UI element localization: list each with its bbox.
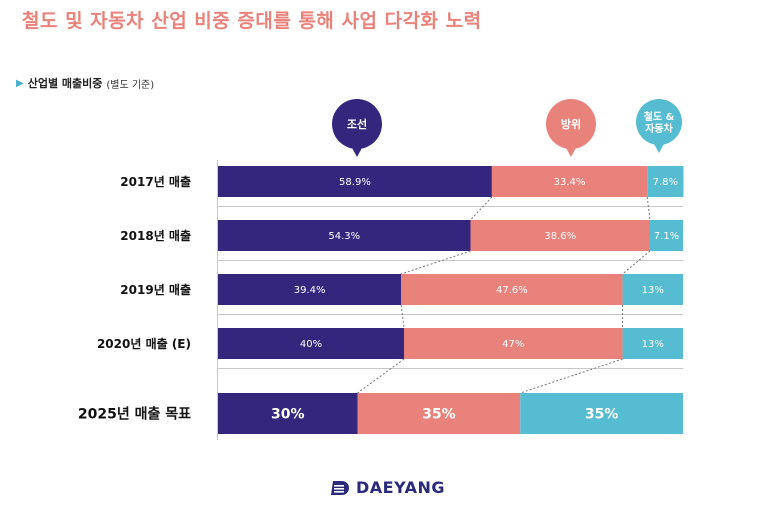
logo-text: DAEYANG [356,478,446,497]
data-label: 13% [642,339,664,350]
connector-line [400,304,405,329]
bar-segment [647,166,684,197]
category-label: 2018년 매출 [120,228,191,243]
data-label: 58.9% [339,177,371,188]
data-label: 47% [502,339,524,350]
data-label: 13% [642,285,664,296]
legend-label: 방위 [561,117,581,131]
page-title: 철도 및 자동차 산업 비중 증대를 통해 사업 다각화 노력 [22,10,482,32]
daeyang-logo: DAEYANG [330,478,445,497]
bar-segment [520,393,683,434]
connector-line [646,196,651,221]
bar-segment [357,393,521,434]
bar-segment [649,220,683,251]
data-label: 7.8% [653,177,678,188]
connector-line [357,358,405,394]
daeyang-logo-icon [331,480,349,495]
bar-segment [218,328,404,359]
bar-segment [404,328,623,359]
legend-bubble [636,99,682,145]
data-label: 38.6% [544,231,576,242]
bar-segment [491,166,648,197]
bar-segment [218,220,471,251]
legend-bubble-pointer [653,142,665,153]
bar-segment [218,393,358,434]
data-label: 47.6% [496,285,528,296]
category-label: 2017년 매출 [120,174,191,189]
data-label: 7.1% [654,231,679,242]
data-label: 54.3% [328,231,360,242]
connector-line [401,250,471,275]
connector-line [470,196,493,221]
legend-bubble [332,99,382,149]
subtitle-note: (별도 기준) [106,79,155,91]
data-label: 35% [585,407,619,423]
legend-label: 철도 & [644,110,675,123]
subtitle-label: 산업별 매출비중 [27,77,103,90]
bar-segment [218,274,402,305]
legend-bubble-pointer [565,146,577,157]
category-label: 2019년 매출 [120,282,191,297]
bar-segment [218,166,492,197]
data-label: 40% [300,339,322,350]
connector-line [622,250,651,275]
legend-bubble [546,99,596,149]
legend-bubble-pointer [351,146,363,157]
connector-line [520,358,623,394]
category-label: 2025년 매출 목표 [78,406,191,423]
bar-segment [622,328,683,359]
legend-label: 조선 [347,117,367,131]
bar-segment [622,274,683,305]
data-label: 39.4% [294,285,326,296]
chart-subtitle: ▶ 산업별 매출비중 (별도 기준) [16,75,154,91]
bar-segment [470,220,650,251]
triangle-bullet-icon: ▶ [16,77,24,89]
data-label: 35% [422,407,456,423]
bar-segment [401,274,623,305]
data-label: 33.4% [554,177,586,188]
legend-label: 자동차 [645,122,673,135]
data-label: 30% [271,407,305,423]
category-label: 2020년 매출 (E) [97,336,191,351]
